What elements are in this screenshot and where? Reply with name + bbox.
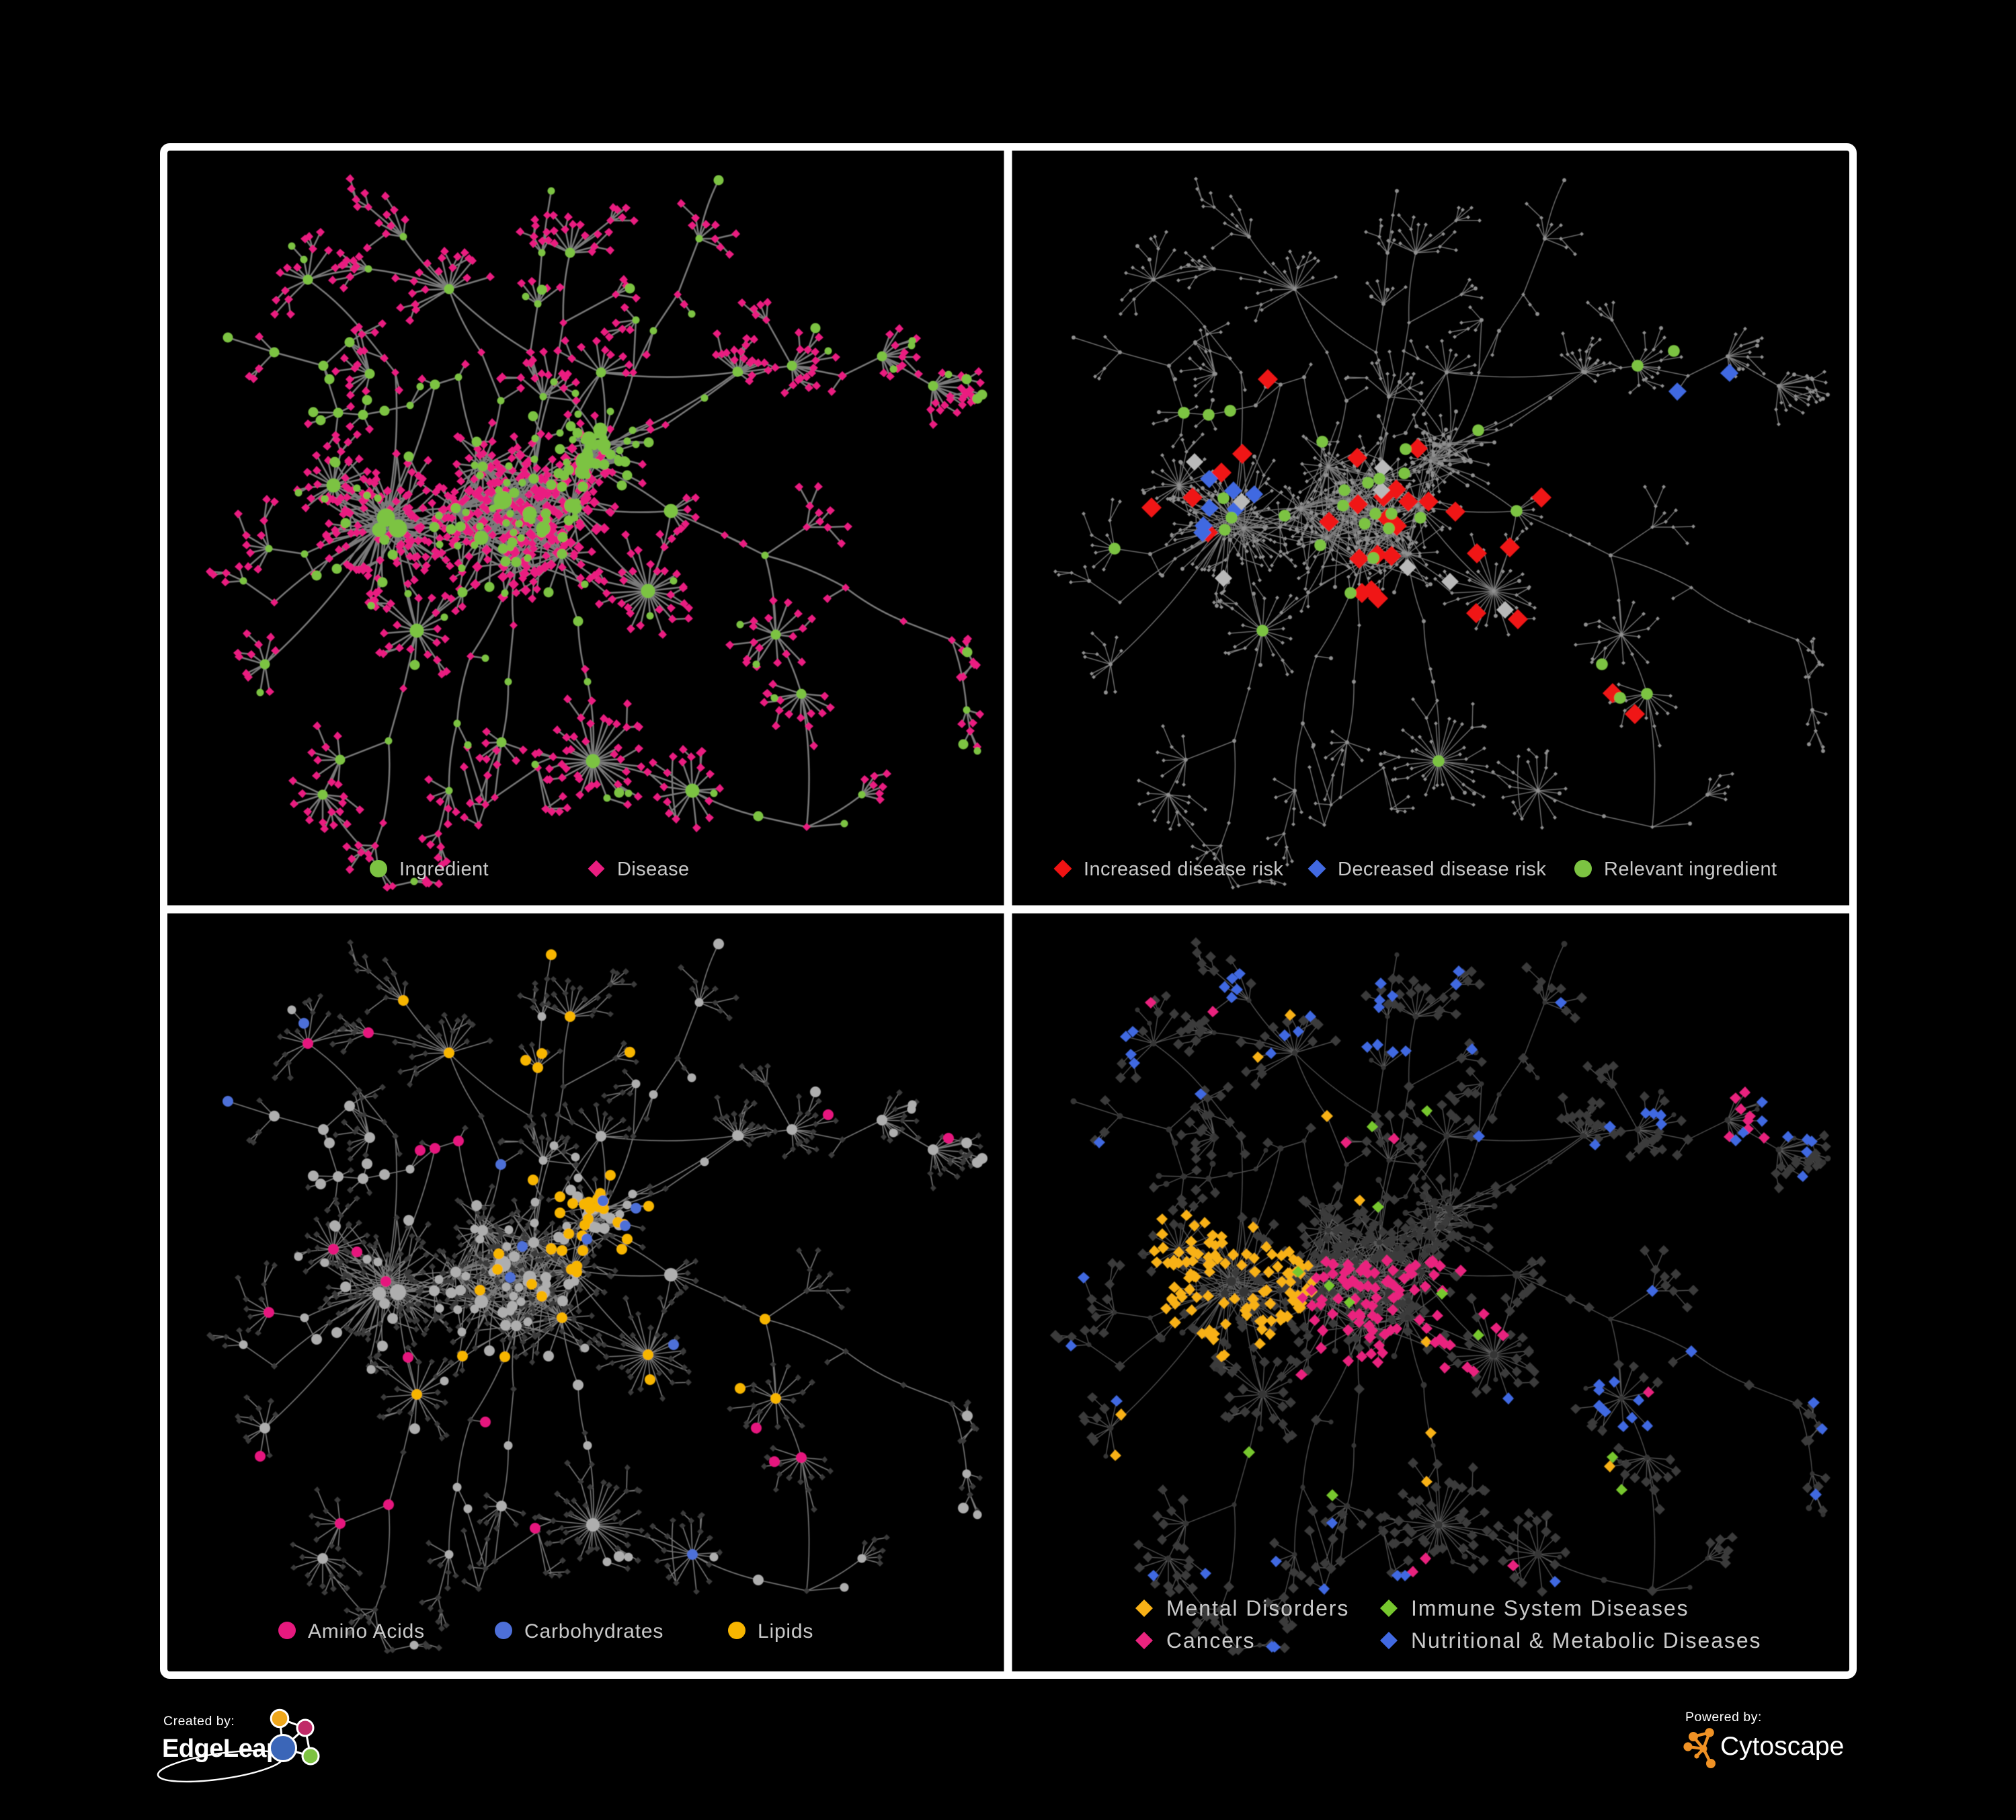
svg-text:Created by:: Created by:	[163, 1714, 235, 1729]
svg-text:Increased disease risk: Increased disease risk	[1084, 859, 1283, 880]
svg-text:Lipids: Lipids	[758, 1620, 813, 1643]
svg-text:Immune System Diseases: Immune System Diseases	[1411, 1596, 1689, 1620]
svg-text:EdgeLeap: EdgeLeap	[162, 1735, 282, 1763]
svg-text:Cancers: Cancers	[1166, 1628, 1255, 1653]
svg-text:Decreased disease risk: Decreased disease risk	[1338, 859, 1546, 880]
svg-text:Mental Disorders: Mental Disorders	[1166, 1596, 1349, 1620]
svg-text:Cytoscape: Cytoscape	[1720, 1732, 1844, 1761]
svg-text:Powered by:: Powered by:	[1685, 1710, 1762, 1725]
svg-text:Disease: Disease	[617, 859, 690, 880]
svg-text:Ingredient: Ingredient	[399, 859, 489, 880]
svg-text:Carbohydrates: Carbohydrates	[524, 1620, 663, 1643]
svg-text:Relevant ingredient: Relevant ingredient	[1604, 859, 1777, 880]
svg-text:Amino Acids: Amino Acids	[308, 1620, 425, 1643]
svg-text:Nutritional & Metabolic Diseas: Nutritional & Metabolic Diseases	[1411, 1628, 1761, 1653]
